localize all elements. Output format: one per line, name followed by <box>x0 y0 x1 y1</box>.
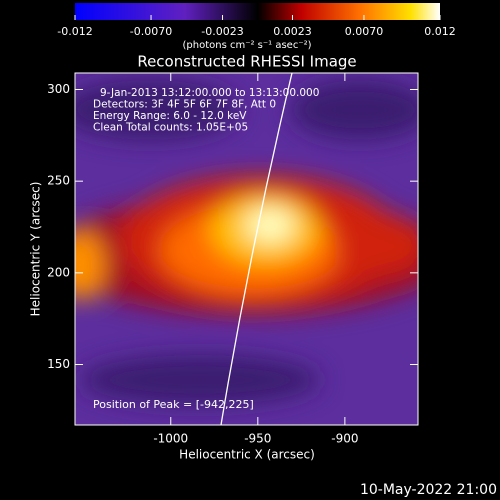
colorbar-tick-label: -0.012 <box>57 25 92 38</box>
peak-label: Position of Peak = [-942,225] <box>93 398 254 411</box>
y-tick-label: 300 <box>47 82 70 96</box>
x-tick-label: -900 <box>331 432 358 446</box>
colorbar-tick-label: -0.0070 <box>130 25 172 38</box>
y-tick-label: 250 <box>47 174 70 188</box>
plot-frame <box>74 72 419 426</box>
annotation: Clean Total counts: 1.05E+05 <box>93 122 248 134</box>
annotation: 9-Jan-2013 13:12:00.000 to 13:13:00.000 <box>100 87 319 99</box>
x-tick-label: -950 <box>244 432 271 446</box>
colorbar-label: (photons cm⁻² s⁻¹ asec⁻²) <box>182 40 311 51</box>
annotation: Energy Range: 6.0 - 12.0 keV <box>93 110 247 122</box>
colorbar-tick-label: 0.012 <box>424 25 456 38</box>
colorbar-tick-label: -0.0023 <box>201 25 243 38</box>
y-axis-label: Heliocentric Y (arcsec) <box>29 182 43 317</box>
y-tick-label: 200 <box>47 265 70 279</box>
annotation: Detectors: 3F 4F 5F 6F 7F 8F, Att 0 <box>93 99 276 111</box>
chart-title: Reconstructed RHESSI Image <box>137 53 356 71</box>
x-axis-label: Heliocentric X (arcsec) <box>179 448 315 462</box>
colorbar-tick-label: 0.0023 <box>273 25 312 38</box>
colorbar <box>75 3 440 20</box>
heatmap <box>75 73 418 425</box>
colorbar-tick-label: 0.0070 <box>345 25 384 38</box>
timestamp: 10-May-2022 21:00 <box>360 482 497 498</box>
x-tick-label: -1000 <box>153 432 188 446</box>
y-tick-label: 150 <box>47 357 70 371</box>
